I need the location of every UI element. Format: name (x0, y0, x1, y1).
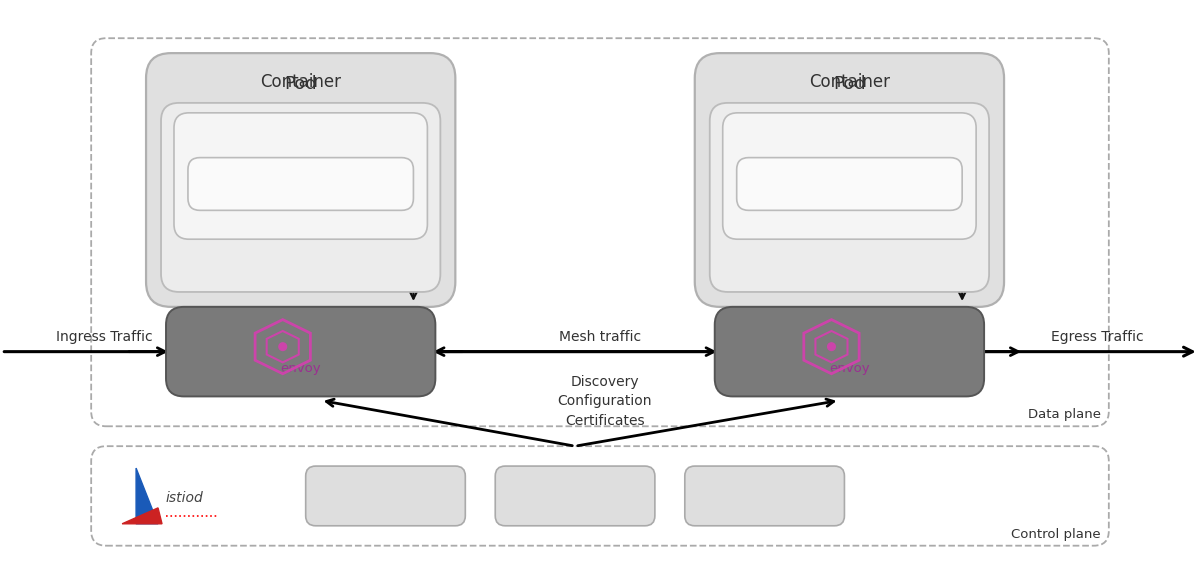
Polygon shape (122, 508, 162, 524)
Text: Data plane: Data plane (1028, 409, 1100, 422)
FancyBboxPatch shape (166, 307, 436, 396)
Text: Citadel: Citadel (548, 488, 602, 504)
Text: JVM: JVM (834, 154, 865, 172)
Text: Container: Container (260, 73, 341, 91)
FancyBboxPatch shape (695, 53, 1004, 307)
FancyBboxPatch shape (715, 307, 984, 396)
Text: Service: Service (758, 176, 828, 192)
FancyBboxPatch shape (685, 466, 845, 526)
Circle shape (828, 343, 835, 351)
FancyBboxPatch shape (722, 113, 976, 239)
Text: Galley: Galley (740, 488, 788, 504)
FancyBboxPatch shape (709, 103, 989, 292)
Text: Ingress Traffic: Ingress Traffic (56, 330, 152, 344)
FancyBboxPatch shape (161, 103, 440, 292)
Text: A: A (302, 176, 314, 192)
Text: Container: Container (809, 73, 890, 91)
Circle shape (278, 343, 287, 351)
Text: envoy: envoy (281, 361, 322, 374)
Text: Pilot: Pilot (370, 488, 402, 504)
Text: JVM: JVM (286, 154, 316, 172)
Text: Mesh traffic: Mesh traffic (559, 330, 641, 344)
Text: Control plane: Control plane (1012, 528, 1100, 541)
FancyBboxPatch shape (146, 53, 455, 307)
FancyBboxPatch shape (188, 157, 414, 210)
Polygon shape (136, 468, 158, 524)
Text: Pod: Pod (833, 75, 865, 93)
FancyBboxPatch shape (737, 157, 962, 210)
Text: envoy: envoy (829, 361, 870, 374)
FancyBboxPatch shape (174, 113, 427, 239)
Text: istiod: istiod (166, 491, 204, 505)
Text: Egress Traffic: Egress Traffic (1051, 330, 1144, 344)
Text: B: B (852, 176, 863, 192)
Text: Service: Service (210, 176, 278, 192)
Text: Pod: Pod (284, 75, 317, 93)
FancyBboxPatch shape (306, 466, 466, 526)
Text: Discovery
Configuration
Certificates: Discovery Configuration Certificates (558, 375, 653, 428)
FancyBboxPatch shape (496, 466, 655, 526)
